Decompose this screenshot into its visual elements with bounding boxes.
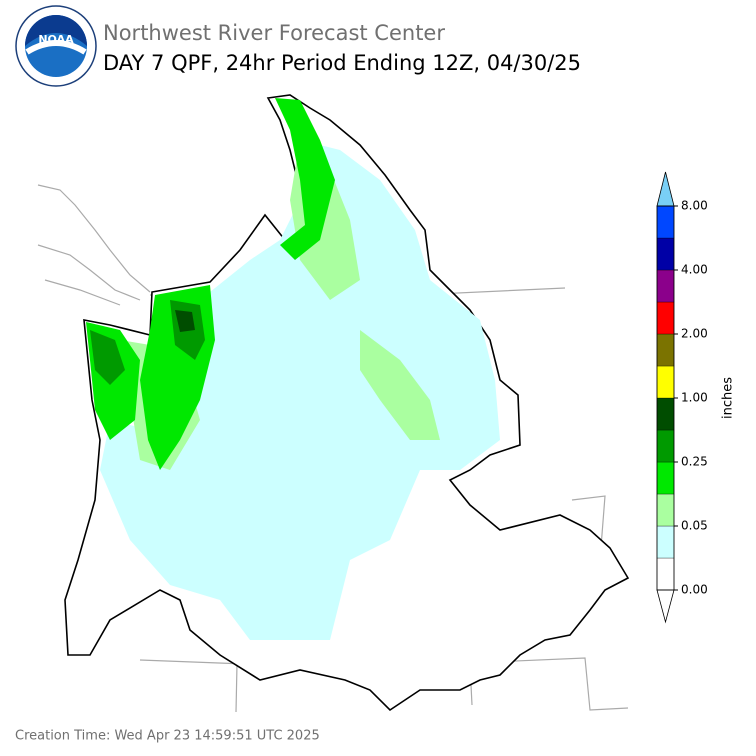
colorbar-tick-label: 2.00 [681,327,708,341]
colorbar-over [656,171,675,207]
logo: NOAA [15,5,97,87]
subtitle: DAY 7 QPF, 24hr Period Ending 12Z, 04/30… [103,51,581,75]
colorbar-segment [656,557,675,591]
map [37,94,630,713]
colorbar-segment [656,525,675,559]
colorbar-segment [656,429,675,463]
colorbar-segment [656,301,675,335]
colorbar-tick-label: 8.00 [681,199,708,213]
colorbar-tick-label: 0.00 [681,583,708,597]
colorbar-segment [656,205,675,239]
colorbar-tick-label: 1.00 [681,391,708,405]
colorbar-tick-label: 4.00 [681,263,708,277]
creation-time: Creation Time: Wed Apr 23 14:59:51 UTC 2… [15,729,320,744]
colorbar-under [656,589,675,624]
colorbar-unit: inches [721,377,736,419]
colorbar-segment [656,397,675,431]
logo-text: NOAA [38,33,74,46]
colorbar-segment [656,461,675,495]
colorbar-segment [656,269,675,303]
colorbar-segment [656,237,675,271]
colorbar-segment [656,365,675,399]
colorbar-tick-label: 0.25 [681,455,708,469]
title: Northwest River Forecast Center [103,21,445,45]
colorbar-tick-label: 0.05 [681,519,708,533]
colorbar-segment [656,333,675,367]
colorbar: 0.00 0.05 0.25 1.00 2.00 4.00 8.00 [656,171,708,624]
colorbar-segment [656,493,675,527]
